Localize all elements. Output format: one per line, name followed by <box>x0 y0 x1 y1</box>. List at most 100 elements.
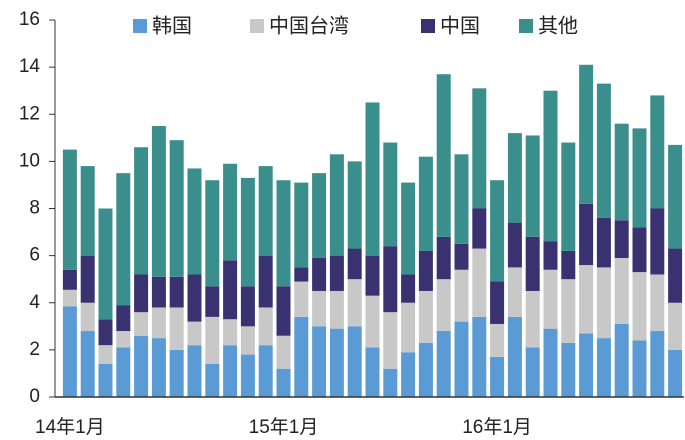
bar-segment <box>650 95 665 209</box>
bar-segment <box>329 290 344 329</box>
legend-label: 中国 <box>440 14 480 37</box>
bar-segment <box>240 326 255 355</box>
bar-segment <box>365 347 380 397</box>
bar-segment <box>418 250 433 291</box>
bar-segment <box>151 126 166 277</box>
bar-segment <box>80 331 95 397</box>
y-tick-label: 6 <box>29 245 40 266</box>
y-tick-label: 2 <box>29 339 40 360</box>
bar-segment <box>579 203 594 266</box>
bar-segment <box>62 289 77 307</box>
bar-segment <box>454 269 469 322</box>
bar-segment <box>98 319 113 346</box>
bar-segment <box>614 257 629 324</box>
bar-segment <box>525 135 540 237</box>
bar-segment <box>401 274 416 303</box>
bar-segment <box>418 156 433 251</box>
bar-segment <box>614 220 629 258</box>
legend-swatch <box>519 19 533 33</box>
bar-segment <box>187 345 202 397</box>
bar-segment <box>418 290 433 343</box>
bar-segment <box>205 180 220 287</box>
bar-segment <box>169 349 184 397</box>
bar-segment <box>151 276 166 308</box>
x-tick-label: 14年1月 <box>35 416 105 438</box>
y-tick-label: 4 <box>29 292 40 313</box>
x-tick-label: 15年1月 <box>249 416 319 438</box>
bar-segment <box>632 227 647 273</box>
bar-segment <box>151 338 166 397</box>
bar-segment <box>347 279 362 327</box>
bar-segment <box>312 257 327 291</box>
bar-segment <box>650 208 665 275</box>
bar-segment <box>543 269 558 329</box>
bar-segment <box>668 302 683 350</box>
bar-segment <box>490 323 505 357</box>
bar-segment <box>365 295 380 348</box>
x-tick-label: 16年1月 <box>462 416 532 438</box>
bar-segment <box>454 243 469 270</box>
bar-segment <box>62 149 77 270</box>
y-tick-label: 16 <box>19 9 40 30</box>
bar-segment <box>276 286 291 336</box>
bar-segment <box>632 272 647 341</box>
y-tick-label: 14 <box>19 56 41 77</box>
bar-segment <box>436 331 451 397</box>
bar-segment <box>650 274 665 332</box>
bar-segment <box>454 321 469 397</box>
bar-segment <box>116 305 131 332</box>
bar-segment <box>507 267 522 317</box>
bar-segment <box>329 154 344 256</box>
bar-segment <box>187 274 202 322</box>
bar-segment <box>258 166 273 256</box>
bar-segment <box>668 248 683 303</box>
bar-segment <box>276 180 291 287</box>
bar-segment <box>668 349 683 397</box>
bar-segment <box>223 319 238 346</box>
bar-segment <box>561 342 576 397</box>
bar-segment <box>223 260 238 320</box>
bar-segment <box>579 333 594 397</box>
bar-segment <box>561 250 576 280</box>
bar-segment <box>312 290 327 327</box>
bar-segment <box>490 356 505 397</box>
y-tick-label: 0 <box>29 386 40 407</box>
bar-segment <box>561 279 576 343</box>
bar-segment <box>472 248 487 317</box>
bar-segment <box>205 316 220 365</box>
bar-segment <box>98 364 113 397</box>
bar-segment <box>240 354 255 397</box>
bar-segment <box>383 142 398 247</box>
bar-segment <box>436 74 451 237</box>
bar-segment <box>205 286 220 317</box>
bar-segment <box>543 328 558 397</box>
legend-swatch <box>421 19 435 33</box>
bar-segment <box>312 173 327 258</box>
bar-segment <box>62 306 77 397</box>
bar-segment <box>596 338 611 397</box>
bar-segment <box>205 364 220 397</box>
bar-segment <box>472 208 487 249</box>
bar-segment <box>561 142 576 251</box>
y-tick-label: 10 <box>19 150 40 171</box>
bar-segment <box>98 345 113 365</box>
bar-segment <box>347 161 362 249</box>
bar-segment <box>614 323 629 397</box>
bar-segment <box>62 269 77 290</box>
bar-segment <box>383 246 398 313</box>
bar-segment <box>490 180 505 282</box>
bar-segment <box>294 281 309 317</box>
bar-segment <box>276 335 291 369</box>
bar-segment <box>436 279 451 332</box>
legend-label: 韩国 <box>152 14 192 37</box>
bar-segment <box>258 255 273 308</box>
bar-segment <box>365 255 380 296</box>
bar-segment <box>134 147 149 275</box>
legend-label: 中国台湾 <box>269 14 349 37</box>
bar-segment <box>632 340 647 397</box>
bar-segment <box>329 255 344 291</box>
bar-segment <box>668 144 683 249</box>
bar-segment <box>543 241 558 270</box>
bar-segment <box>134 335 149 397</box>
